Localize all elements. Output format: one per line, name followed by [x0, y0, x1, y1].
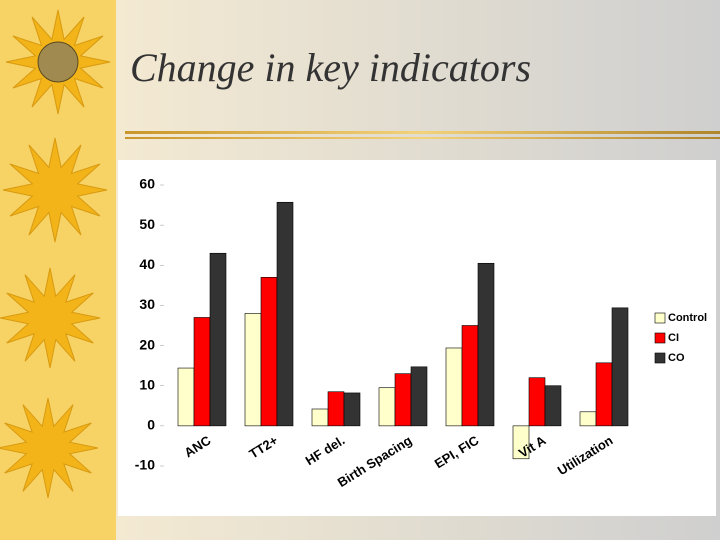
bar	[579, 411, 597, 427]
bar	[177, 367, 195, 427]
y-tick-label: 30	[139, 296, 155, 312]
legend-swatch	[654, 352, 666, 364]
bar	[244, 313, 262, 427]
sun-decorations	[0, 9, 111, 499]
bar	[528, 377, 546, 427]
bar	[378, 387, 396, 427]
legend-label: CO	[668, 352, 685, 364]
legend-label: CI	[668, 332, 679, 344]
bar	[461, 325, 479, 427]
legend-swatch	[654, 312, 666, 324]
title-rule	[125, 137, 720, 139]
title-rule	[125, 131, 720, 134]
y-tick-label: -10	[135, 457, 155, 473]
sun-face	[37, 41, 79, 83]
bar	[193, 317, 211, 427]
bar	[410, 366, 428, 427]
y-tick-label: 20	[139, 336, 155, 352]
legend-label: Control	[668, 312, 707, 324]
bar	[611, 307, 629, 427]
bar	[477, 262, 495, 427]
y-tick-label: 40	[139, 256, 155, 272]
bar	[343, 392, 361, 427]
sun	[2, 137, 108, 243]
bar	[311, 408, 329, 427]
bar	[445, 347, 463, 427]
bar	[544, 385, 562, 427]
y-tick-label: 50	[139, 216, 155, 232]
bar	[327, 391, 345, 427]
y-tick-label: 10	[139, 376, 155, 392]
bar	[209, 252, 227, 427]
bar	[260, 277, 278, 427]
sun	[0, 267, 101, 369]
y-tick-label: 0	[147, 417, 155, 433]
y-tick-label: 60	[139, 176, 155, 192]
sun	[0, 397, 99, 499]
legend-swatch	[654, 332, 666, 344]
bar	[512, 425, 530, 460]
bar	[394, 373, 412, 427]
slide-title: Change in key indicators	[130, 45, 531, 90]
bar	[276, 201, 294, 427]
bar	[595, 362, 613, 427]
